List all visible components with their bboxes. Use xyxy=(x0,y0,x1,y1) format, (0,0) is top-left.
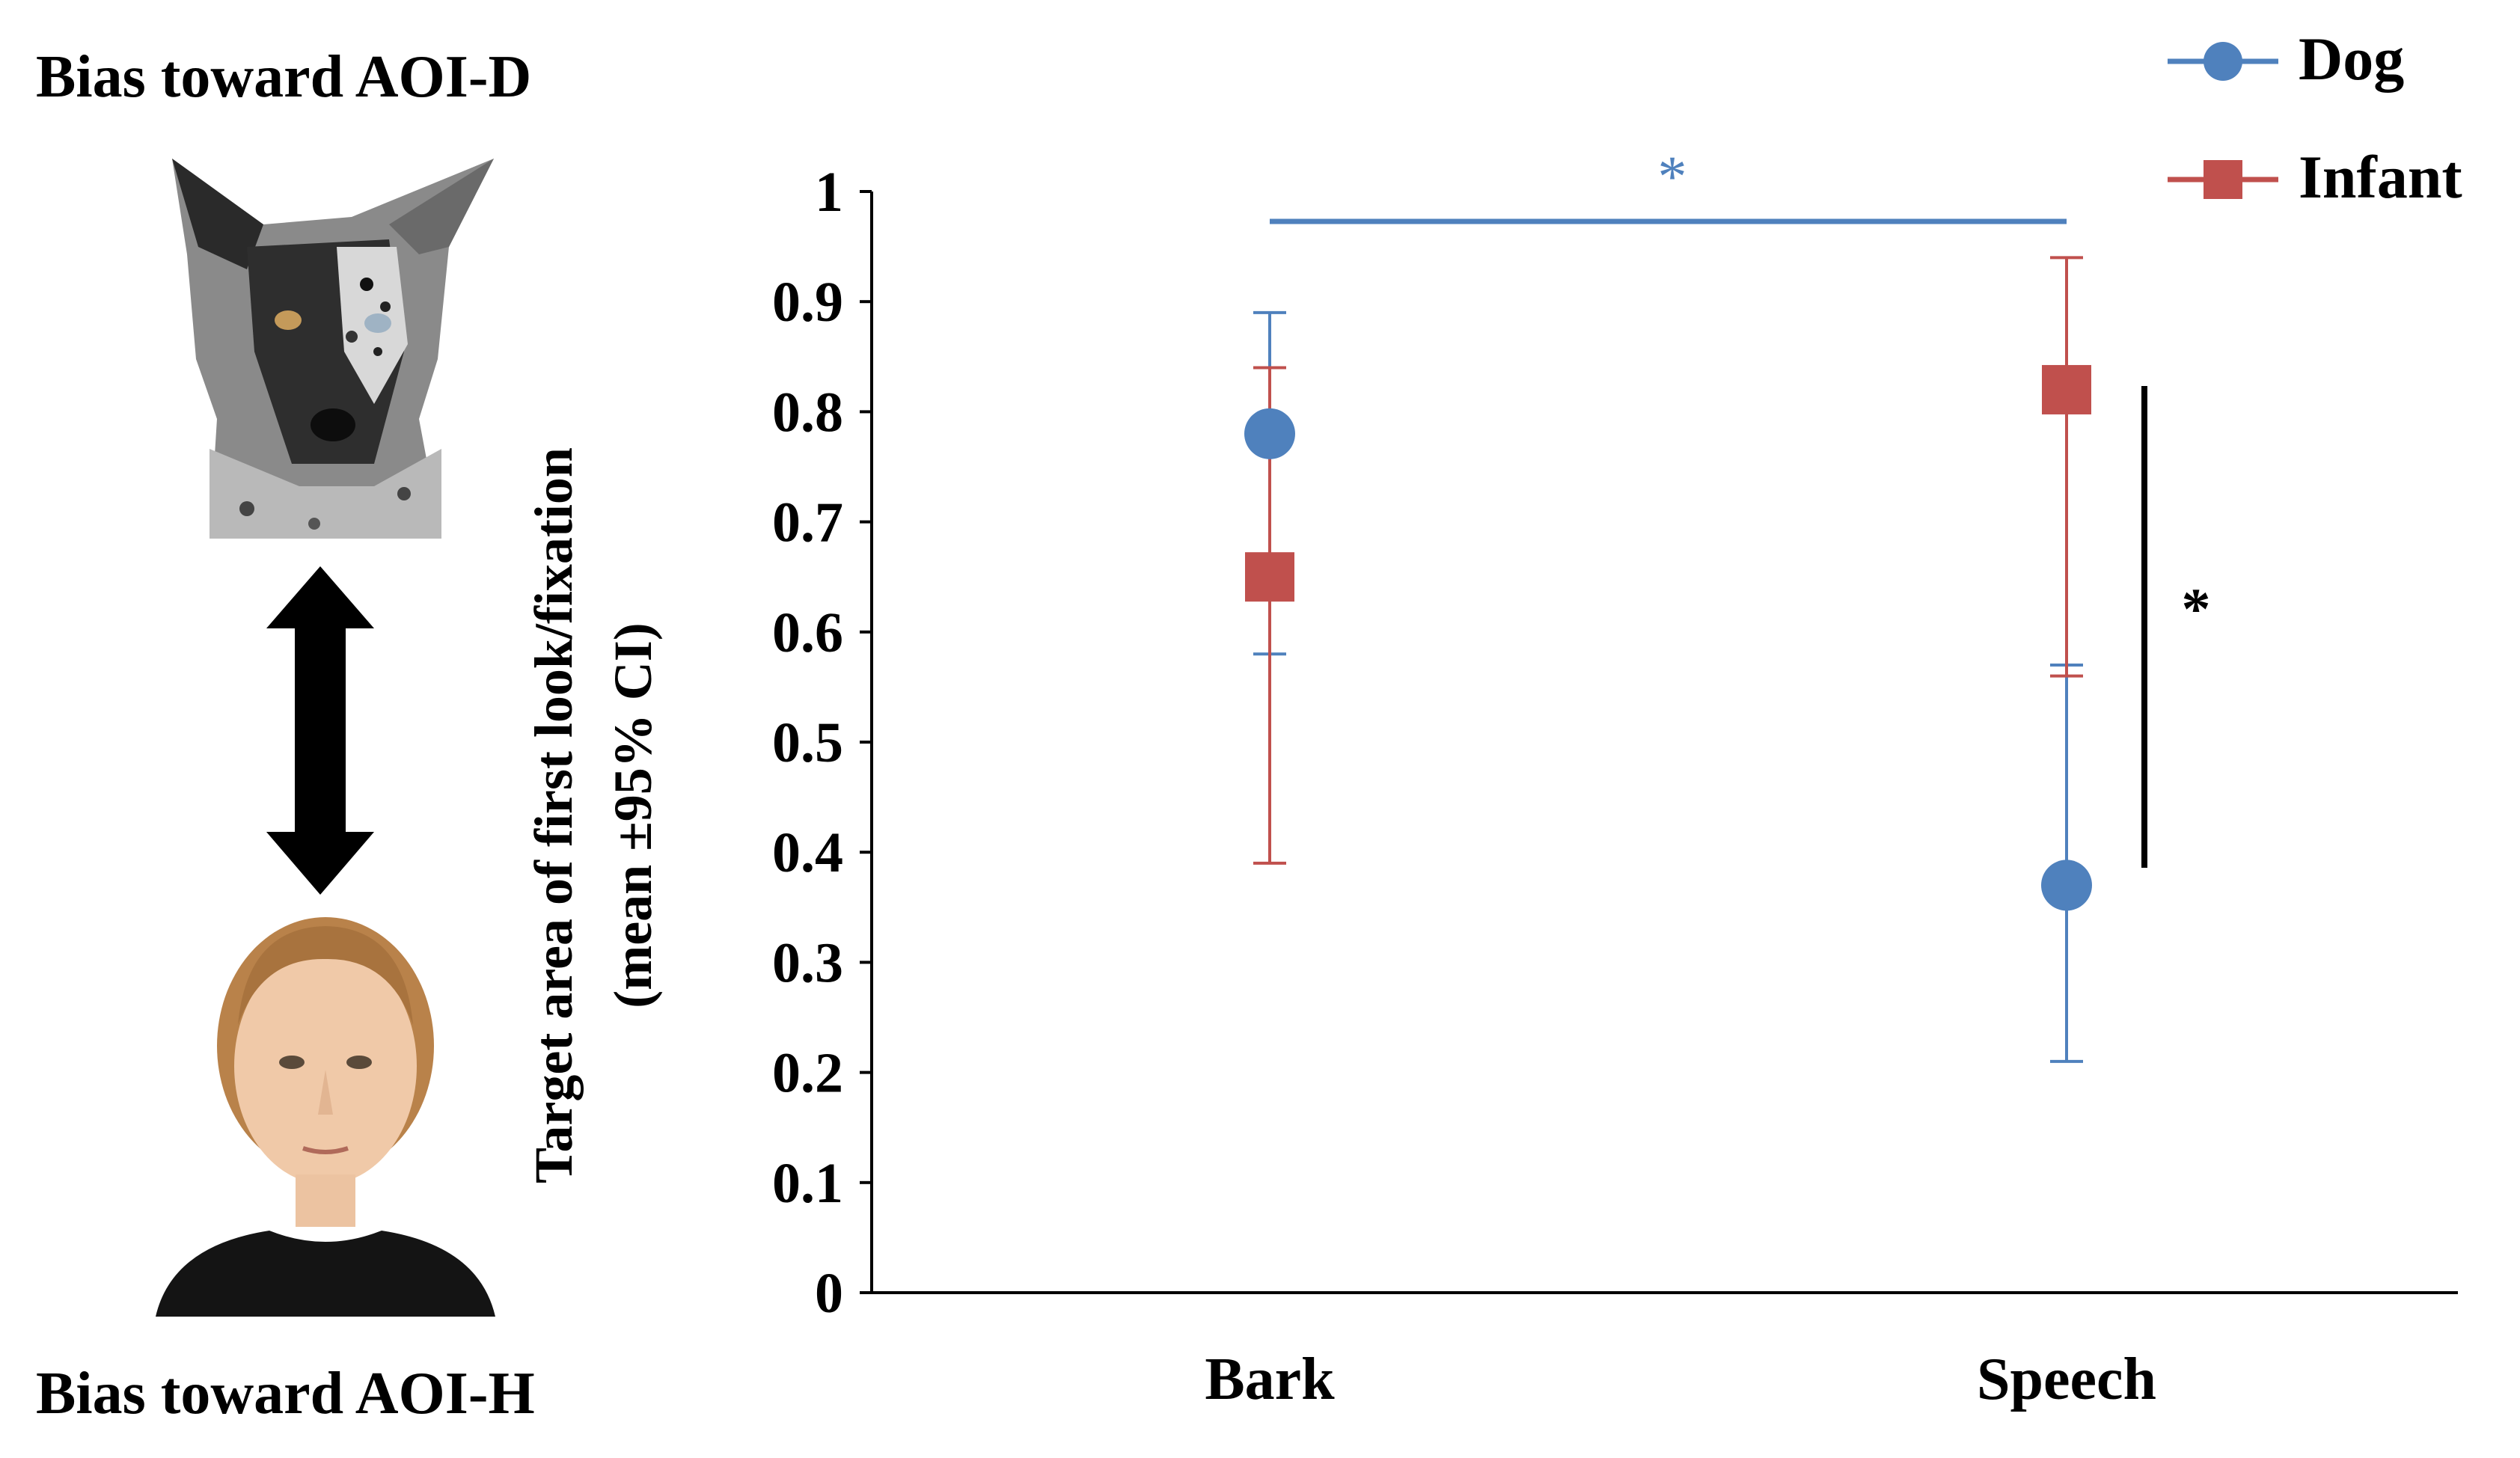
y-ticks: 0 0.1 0.2 0.3 0.4 0.5 0.6 0.7 0.8 0.9 1 xyxy=(772,161,872,1325)
legend-infant-label: Infant xyxy=(2299,143,2462,211)
legend-infant-marker xyxy=(2204,160,2242,199)
y-tick-label: 1 xyxy=(815,161,843,224)
y-tick-label: 0.3 xyxy=(772,931,843,994)
dog-vs-infant-asterisk: * xyxy=(2182,576,2211,641)
y-tick-label: 0.7 xyxy=(772,491,843,554)
y-tick-label: 0.1 xyxy=(772,1152,843,1215)
double-arrow-icon xyxy=(266,566,374,895)
error-bars xyxy=(1253,256,2083,1063)
legend-item-dog: Dog xyxy=(2168,25,2404,93)
y-tick-label: 0.6 xyxy=(772,601,843,664)
x-tick-label: Bark xyxy=(1205,1347,1335,1412)
data-point-infant xyxy=(1245,552,1294,602)
data-point-dog xyxy=(2041,860,2092,911)
human-face-image xyxy=(156,917,495,1317)
data-markers xyxy=(1244,364,2092,911)
bottom-bias-label: Bias toward AOI-H xyxy=(36,1361,535,1427)
legend-dog-label: Dog xyxy=(2299,25,2404,93)
y-tick-label: 0.9 xyxy=(772,271,843,334)
top-bias-label: Bias toward AOI-D xyxy=(36,44,532,110)
data-point-infant xyxy=(2042,364,2091,414)
y-tick-label: 0.4 xyxy=(772,821,843,884)
legend-item-infant: Infant xyxy=(2168,143,2462,211)
legend: Dog Infant xyxy=(2168,25,2462,211)
x-tick-label: Speech xyxy=(1977,1347,2156,1412)
y-tick-label: 0.8 xyxy=(772,381,843,444)
dog-face-image xyxy=(172,159,494,539)
bark-vs-speech-asterisk: * xyxy=(1658,144,1687,209)
data-point-dog xyxy=(1244,408,1295,459)
chart-axes xyxy=(870,192,2458,1294)
legend-dog-marker xyxy=(2204,42,2242,81)
y-tick-label: 0 xyxy=(815,1262,843,1325)
y-axis-title-line1: Target area of first look/fixation xyxy=(524,447,584,1183)
x-ticks: Bark Speech xyxy=(1205,1347,2156,1412)
y-tick-label: 0.5 xyxy=(772,711,843,774)
y-axis-title-line2: (mean ±95% CI) xyxy=(603,622,663,1008)
y-tick-label: 0.2 xyxy=(772,1042,843,1105)
